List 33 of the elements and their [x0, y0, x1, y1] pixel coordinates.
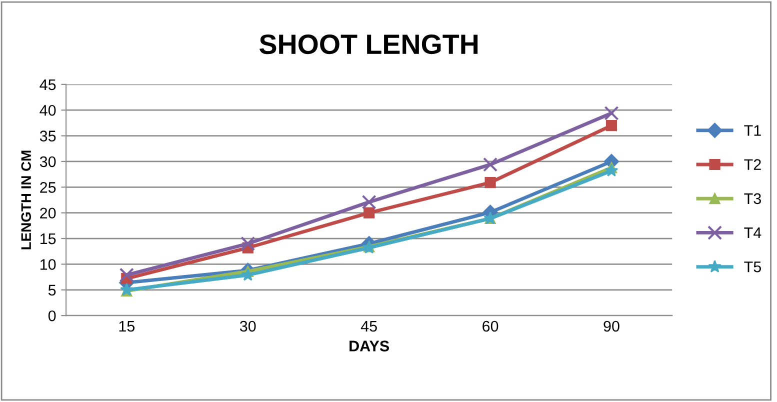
x-axis-title: DAYS — [350, 340, 390, 352]
point — [119, 268, 134, 282]
x-tick-label: 15 — [119, 320, 135, 332]
x-tick-label: 45 — [360, 320, 377, 332]
y-tick-label: 30 — [40, 156, 56, 168]
chart-title: SHOOT LENGTH — [260, 34, 478, 54]
y-tick-label: 45 — [40, 79, 56, 90]
point — [606, 120, 618, 132]
point — [604, 164, 618, 176]
x-tick-label: 60 — [482, 320, 498, 332]
y-tick-label: 10 — [40, 259, 56, 270]
y-tick-label: 35 — [40, 130, 56, 142]
legend-label: T1 — [744, 125, 761, 136]
y-tick-label: 15 — [40, 234, 56, 244]
point — [364, 207, 375, 218]
point — [240, 236, 256, 251]
y-tick-label: 0 — [48, 310, 56, 322]
y-axis-title: LENGTH IN CM — [21, 150, 32, 250]
point — [241, 268, 254, 281]
legend-label: T5 — [744, 262, 761, 272]
x-tick-label: 90 — [604, 320, 620, 332]
point — [362, 194, 376, 210]
legend-label: T4 — [744, 228, 762, 238]
point — [604, 106, 619, 120]
y-tick-label: 40 — [40, 104, 56, 116]
legend-label: T2 — [744, 159, 761, 170]
y-tick-label: 25 — [40, 182, 56, 193]
y-tick-label: 5 — [48, 284, 56, 296]
y-tick-label: 20 — [40, 208, 56, 219]
x-tick-label: 30 — [240, 320, 256, 332]
point — [482, 157, 498, 172]
point — [484, 176, 496, 188]
legend-label: T3 — [744, 193, 761, 204]
